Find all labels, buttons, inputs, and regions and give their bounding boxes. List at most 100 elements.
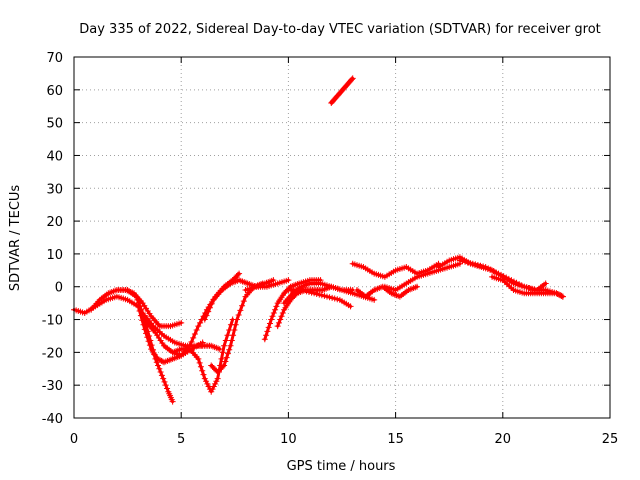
data-point	[274, 323, 281, 330]
data-point	[557, 292, 564, 299]
data-point	[155, 356, 162, 363]
data-point	[157, 357, 164, 364]
data-point	[526, 285, 533, 292]
data-point	[158, 357, 165, 364]
data-point	[323, 293, 330, 300]
data-point	[143, 330, 150, 337]
data-point	[554, 290, 561, 297]
x-tick-label: 20	[495, 432, 512, 447]
data-point	[559, 293, 566, 300]
plot-frame	[73, 56, 611, 419]
data-point	[218, 355, 225, 362]
data-series	[71, 75, 566, 405]
x-tick-label: 5	[177, 432, 185, 447]
data-point	[205, 308, 212, 315]
data-point	[216, 346, 223, 353]
data-point	[523, 284, 530, 291]
data-point	[316, 291, 323, 298]
y-tick-label: -20	[42, 346, 63, 361]
data-point	[482, 264, 489, 271]
data-point	[158, 372, 165, 379]
y-tick-label: 20	[46, 215, 63, 230]
axis-ticks: 0 5 10 15 20 25 -40 -30 -20 -10 0 10 20 30 40 50 60 70	[42, 51, 619, 447]
data-point	[169, 398, 176, 405]
data-point	[349, 75, 356, 82]
data-point	[311, 290, 318, 297]
data-point	[214, 375, 221, 382]
data-point	[201, 375, 208, 382]
data-point	[508, 277, 515, 284]
data-point	[191, 330, 198, 337]
data-point	[234, 271, 241, 278]
data-point	[285, 277, 292, 284]
data-point	[212, 380, 219, 387]
data-point	[209, 363, 216, 370]
series-arc-5	[139, 309, 223, 353]
data-point	[503, 274, 510, 281]
data-point	[480, 263, 487, 270]
data-point	[553, 290, 560, 297]
data-point	[215, 367, 222, 374]
data-point	[226, 327, 233, 334]
data-point	[223, 354, 230, 361]
y-tick-label: 0	[55, 281, 63, 296]
data-point	[516, 281, 523, 288]
data-point	[188, 338, 195, 345]
data-point	[219, 349, 226, 356]
data-point	[235, 311, 242, 318]
data-point	[218, 365, 225, 372]
data-point	[469, 260, 476, 267]
series-arc-2	[88, 287, 185, 330]
data-point	[161, 378, 168, 385]
data-point	[281, 290, 288, 297]
data-point	[474, 262, 481, 269]
data-point	[212, 366, 219, 373]
data-point	[154, 355, 161, 362]
series-arc-3	[124, 287, 176, 405]
data-point	[492, 269, 499, 276]
grid	[74, 57, 610, 418]
y-tick-label: -30	[42, 379, 63, 394]
y-axis-label: SDTVAR / TECUs	[8, 185, 23, 292]
data-point	[542, 280, 549, 287]
data-point	[197, 319, 204, 326]
data-point	[278, 313, 285, 320]
data-point	[558, 292, 565, 299]
data-point	[500, 273, 507, 280]
data-point	[521, 283, 528, 290]
data-point	[490, 267, 497, 274]
data-point	[208, 300, 215, 307]
data-point	[203, 312, 210, 319]
data-point	[141, 326, 148, 333]
data-point	[513, 279, 520, 286]
data-point	[275, 319, 282, 326]
data-point	[195, 355, 202, 362]
series-arc-7	[169, 316, 236, 395]
data-point	[233, 316, 240, 323]
data-point	[162, 382, 169, 389]
data-point	[467, 260, 474, 267]
series-arc-20	[456, 257, 549, 294]
data-point	[160, 375, 167, 382]
data-point	[371, 296, 378, 303]
data-point	[261, 336, 268, 343]
data-point	[348, 76, 355, 83]
data-point	[505, 275, 512, 282]
data-point	[555, 291, 562, 298]
data-point	[224, 350, 231, 357]
data-point	[144, 334, 151, 341]
y-tick-label: 50	[46, 117, 63, 132]
data-point	[303, 288, 310, 295]
data-point	[462, 258, 469, 265]
data-point	[272, 306, 279, 313]
data-point	[456, 257, 463, 264]
data-point	[485, 265, 492, 272]
data-point	[313, 290, 320, 297]
y-tick-label: 10	[46, 248, 63, 263]
data-point	[472, 261, 479, 268]
data-point	[232, 321, 239, 328]
data-point	[195, 323, 202, 330]
y-tick-label: 60	[46, 84, 63, 99]
data-point	[197, 363, 204, 370]
data-point	[264, 328, 271, 335]
